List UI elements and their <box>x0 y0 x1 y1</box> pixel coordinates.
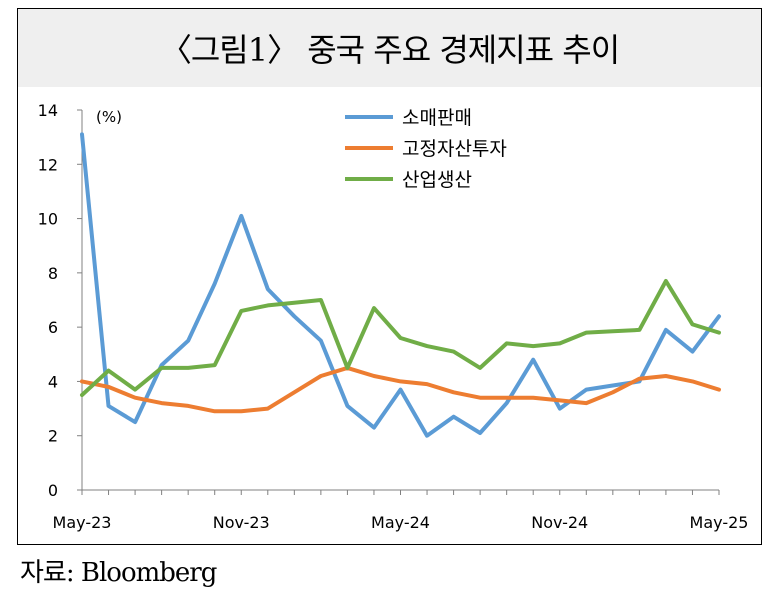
series-line <box>80 365 721 414</box>
series-line <box>80 132 721 438</box>
chart-axes: 0 2 4 6 8 10 12 14 May-23 Nov-23 May-24 Nov-24 May-2… <box>38 101 749 532</box>
x-tick-label: May-25 <box>690 513 749 532</box>
y-tick-label: 4 <box>48 372 58 391</box>
y-tick-label: 14 <box>38 101 58 120</box>
x-tick-label: May-23 <box>53 513 112 532</box>
x-tick-label: Nov-23 <box>213 513 270 532</box>
series-line <box>80 279 721 397</box>
y-tick-label: 10 <box>38 210 58 229</box>
line-chart: 0 2 4 6 8 10 12 14 May-23 Nov-23 May-24 Nov-24 May-2… <box>38 101 749 532</box>
chart-series <box>80 132 721 438</box>
title-bar: 〈그림1〉 중국 주요 경제지표 추이 <box>18 9 761 87</box>
legend-label: 산업생산 <box>402 169 472 191</box>
chart-title: 〈그림1〉 중국 주요 경제지표 추이 <box>159 31 620 69</box>
x-tick-label: May-24 <box>371 513 430 532</box>
y-tick-label: 2 <box>48 427 58 446</box>
legend-label: 고정자산투자 <box>402 138 507 160</box>
chart-frame: 〈그림1〉 중국 주요 경제지표 추이 <box>17 8 762 545</box>
y-tick-label: 8 <box>48 264 58 283</box>
x-tick-label: Nov-24 <box>531 513 588 532</box>
source-note: 자료: Bloomberg <box>20 558 217 588</box>
y-tick-label: 12 <box>38 155 58 174</box>
y-tick-label: 0 <box>48 481 58 500</box>
legend-label: 소매판매 <box>402 107 472 129</box>
unit-label: (%) <box>96 108 122 126</box>
y-tick-label: 6 <box>48 318 58 337</box>
